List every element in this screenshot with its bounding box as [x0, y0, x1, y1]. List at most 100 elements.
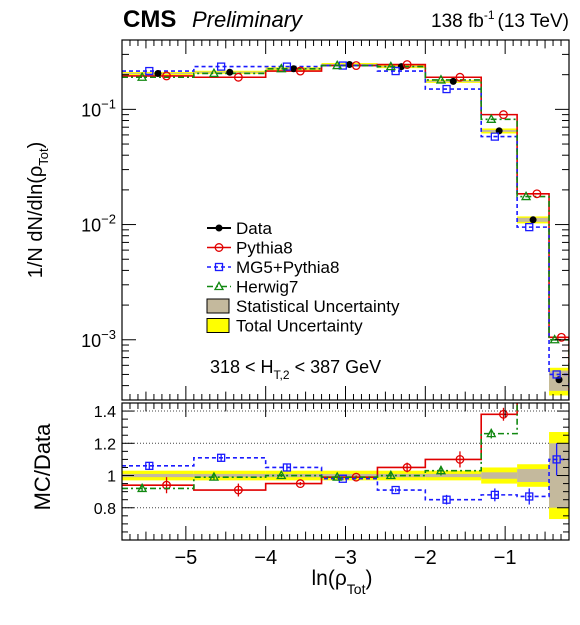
mg5-marker	[552, 370, 561, 379]
ratio-y-tick-label: 0.8	[94, 501, 116, 518]
data-marker	[555, 376, 563, 384]
herwig-marker	[486, 428, 497, 438]
pythia-marker	[402, 463, 412, 472]
pythia-marker	[295, 479, 305, 489]
herwig-marker	[208, 471, 220, 481]
x-axis-label: ln(ρTot)	[312, 567, 373, 597]
legend-label-mg5: MG5+Pythia8	[236, 258, 339, 277]
ratio-stat-band	[481, 472, 518, 479]
mg5-marker	[490, 132, 499, 141]
herwig-marker	[137, 71, 148, 81]
series-line-pythia	[122, 63, 569, 400]
ratio-stat-band	[321, 473, 378, 478]
y-tick-label: 10−1	[81, 96, 116, 120]
mg5-marker	[338, 474, 347, 483]
y-axis-label: 1/N dN/dln(ρTot)	[25, 142, 51, 279]
mg5-marker	[525, 492, 534, 501]
ratio-axis-label: MC/Data	[30, 423, 55, 511]
herwig-marker	[435, 74, 447, 84]
lumi-label: 138 fb-1 (13 TeV)	[431, 8, 569, 32]
pythia-marker	[556, 332, 566, 342]
y-tick-label: 10−3	[81, 327, 116, 351]
main-plot-area	[122, 60, 569, 400]
herwig-marker	[137, 482, 148, 493]
herwig-marker	[385, 469, 396, 480]
pythia-marker	[351, 61, 361, 71]
ratio-stat-band	[425, 473, 482, 478]
mg5-marker	[145, 66, 154, 76]
preliminary-label: Preliminary	[192, 7, 304, 32]
x-tick-label: −5	[174, 547, 197, 569]
mg5-marker	[552, 455, 561, 464]
data-marker	[154, 69, 162, 77]
herwig-marker	[213, 280, 225, 291]
pythia-marker	[455, 454, 465, 464]
legend-label-herwig: Herwig7	[236, 278, 298, 297]
mg5-marker	[216, 62, 226, 71]
herwig-marker	[385, 61, 396, 71]
lumi-exponent: -1	[484, 8, 495, 22]
series-line-mg5	[122, 64, 569, 400]
ratio-y-tick-label: 1.4	[94, 404, 116, 421]
x-tick-label: −2	[414, 547, 437, 569]
data-marker	[449, 77, 457, 85]
main-frame	[121, 39, 570, 401]
herwig-marker	[435, 465, 447, 475]
data-marker	[226, 68, 234, 76]
y-tick-label: 10−2	[81, 212, 116, 236]
herwig-marker	[522, 375, 530, 382]
mg5-marker	[525, 222, 534, 232]
x-tick-label: −4	[254, 547, 277, 569]
legend-swatch-stat	[206, 298, 230, 314]
legend-item-total: Total Uncertainty	[206, 317, 363, 336]
x-axis-label-sub: Tot	[347, 581, 366, 597]
ratio-line-mg5	[122, 457, 569, 501]
mg5-marker	[216, 453, 226, 462]
legend-item-herwig: Herwig7	[207, 278, 298, 297]
mg5-marker	[282, 463, 292, 472]
ratio-y-tick-label: 1.2	[94, 436, 116, 453]
pythia-marker	[214, 243, 224, 252]
mg5-marker	[442, 84, 451, 94]
pythia-marker	[558, 262, 566, 270]
data-marker	[215, 224, 223, 232]
y-axis-label-sub: Tot	[36, 148, 51, 166]
herwig-marker	[276, 469, 287, 480]
data-marker	[529, 216, 537, 224]
pythia-marker	[455, 72, 465, 82]
herwig-marker	[551, 278, 559, 285]
legend-item-mg5: MG5+Pythia8	[207, 258, 339, 277]
pythia-marker	[533, 359, 541, 367]
mg5-marker	[490, 490, 499, 500]
herwig-marker	[332, 60, 343, 70]
ratio-line-pythia	[122, 403, 518, 491]
mg5-marker	[391, 485, 400, 495]
x-tick-label: −3	[334, 547, 357, 569]
legend-label-pythia: Pythia8	[236, 239, 293, 258]
pythia-marker	[532, 189, 542, 199]
data-marker	[345, 61, 353, 69]
main-plot: 10−3 10−2 10−1 DataPythia8MG5+Pythia8Herwig…	[81, 39, 570, 401]
mg5-marker	[145, 461, 154, 471]
ratio-stat-band	[122, 473, 194, 478]
herwig-marker	[276, 63, 287, 73]
lumi-value: 138 fb	[431, 11, 484, 32]
ratio-plot-area	[122, 262, 569, 520]
ratio-plot: 0.8 1 1.2 1.4 −5 −4 −3 −2 −1	[94, 262, 570, 569]
herwig-marker	[520, 191, 532, 201]
herwig-marker	[332, 471, 343, 481]
pythia-marker	[499, 409, 508, 419]
mg5-marker	[282, 62, 292, 71]
mg5-marker	[391, 66, 400, 76]
herwig-marker	[549, 334, 560, 344]
legend-label-stat: Statistical Uncertainty	[236, 297, 400, 316]
ratio-line-herwig	[122, 403, 518, 490]
pythia-marker	[295, 66, 305, 76]
ratio-stat-band	[517, 469, 550, 482]
pythia-marker	[402, 60, 412, 69]
herwig-marker	[208, 67, 220, 78]
data-marker	[290, 65, 298, 73]
region-annotation: 318 < HT,2 < 387 GeV	[210, 357, 381, 382]
series-line-herwig	[122, 64, 569, 400]
